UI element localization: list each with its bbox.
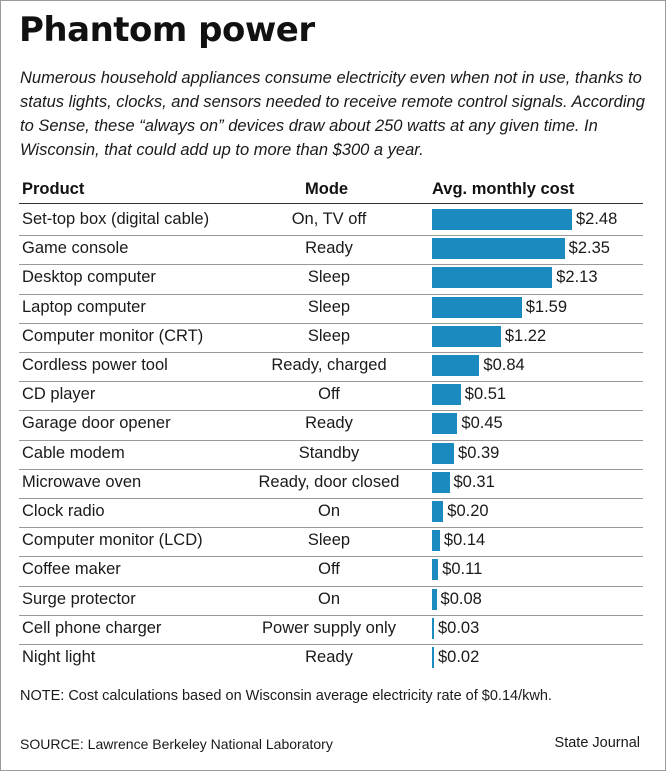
row-divider	[19, 468, 643, 470]
row-divider	[19, 264, 643, 266]
cost-bar	[432, 238, 565, 260]
product-label: Surge protector	[22, 589, 136, 608]
mode-label: Power supply only	[262, 618, 396, 637]
row-divider	[19, 352, 643, 353]
mode-label: On	[317, 502, 340, 520]
product-label: Cordless power tool	[22, 356, 168, 374]
mode-label: Ready, door closed	[258, 472, 400, 491]
credit-text: State Journal	[554, 735, 640, 751]
product-label: Laptop computer	[22, 297, 146, 316]
cost-value-label: $0.02	[438, 648, 480, 666]
cost-bar	[432, 384, 461, 406]
mode-label: Standby	[298, 443, 360, 462]
cost-value-label: $0.39	[458, 443, 500, 462]
cost-bar	[432, 355, 480, 376]
row-divider	[19, 410, 643, 412]
cost-bar	[432, 501, 444, 522]
mode-label: Ready	[305, 239, 353, 258]
product-label: Computer monitor (CRT)	[22, 326, 204, 345]
mode-label: Sleep	[307, 268, 351, 287]
row-divider	[19, 439, 643, 441]
product-label: CD player	[22, 385, 96, 404]
cost-bar	[432, 325, 501, 347]
cost-bar	[432, 559, 439, 581]
mode-label: Ready, charged	[271, 356, 387, 374]
product-label: Set-top box (digital cable)	[22, 210, 210, 228]
cost-bar	[432, 647, 434, 668]
column-header-product: Product	[22, 180, 85, 198]
column-header-cost: Avg. monthly cost	[432, 180, 575, 198]
product-label: Night light	[22, 648, 96, 666]
chart-description: Numerous household appliances consume el…	[20, 69, 645, 159]
cost-value-label: $2.35	[568, 239, 610, 258]
product-label: Garage door opener	[22, 414, 171, 433]
mode-label: Off	[318, 385, 340, 404]
cost-value-label: $0.14	[443, 531, 486, 550]
mode-label: Sleep	[307, 297, 351, 316]
cost-value-label: $0.08	[440, 589, 482, 608]
cost-bar	[432, 413, 458, 435]
product-label: Game console	[22, 239, 129, 258]
cost-bar	[432, 471, 450, 493]
product-label: Coffee maker	[22, 560, 121, 579]
product-label: Clock radio	[22, 502, 105, 520]
row-divider	[19, 644, 643, 645]
cost-value-label: $1.22	[504, 326, 547, 345]
column-header-mode: Mode	[305, 180, 349, 198]
note-text: NOTE: Cost calculations based on Wiscons…	[20, 688, 552, 704]
row-divider	[19, 527, 643, 529]
cost-bar	[432, 267, 553, 289]
product-label: Microwave oven	[22, 472, 142, 491]
mode-label: Ready	[305, 648, 353, 666]
row-divider	[19, 381, 643, 383]
cost-value-label: $0.11	[442, 560, 483, 579]
product-label: Cell phone charger	[22, 618, 162, 637]
cost-value-label: $0.51	[464, 385, 507, 404]
cost-bar	[432, 442, 455, 464]
mode-label: Ready	[305, 414, 353, 433]
row-divider	[19, 498, 643, 499]
cost-bar	[432, 209, 572, 230]
cost-bar	[432, 588, 437, 610]
product-label: Desktop computer	[22, 268, 156, 287]
chart-title: Phantom power	[19, 10, 315, 50]
mode-label: Sleep	[307, 531, 351, 550]
row-divider	[19, 322, 643, 324]
product-label: Computer monitor (LCD)	[22, 531, 203, 550]
mode-label: On	[317, 589, 340, 608]
row-divider	[19, 235, 643, 237]
row-divider	[19, 614, 643, 616]
cost-value-label: $0.31	[453, 472, 495, 491]
cost-value-label: $0.20	[447, 502, 489, 520]
cost-bar	[432, 617, 434, 639]
cost-value-label: $0.03	[438, 618, 480, 637]
cost-bar	[432, 296, 522, 318]
cost-value-label: $2.48	[576, 210, 618, 228]
cost-value-label: $1.59	[525, 297, 568, 316]
mode-label: Off	[318, 560, 340, 579]
product-label: Cable modem	[22, 443, 125, 462]
row-divider	[19, 585, 643, 587]
cost-value-label: $2.13	[556, 268, 598, 287]
cost-bar	[432, 530, 440, 552]
mode-label: On, TV off	[291, 210, 367, 228]
row-divider	[19, 293, 643, 295]
source-text: SOURCE: Lawrence Berkeley National Labor…	[20, 736, 333, 752]
mode-label: Sleep	[307, 326, 351, 345]
cost-value-label: $0.45	[461, 414, 503, 433]
cost-value-label: $0.84	[483, 356, 525, 374]
header-rule	[19, 203, 643, 204]
row-divider	[19, 556, 643, 558]
